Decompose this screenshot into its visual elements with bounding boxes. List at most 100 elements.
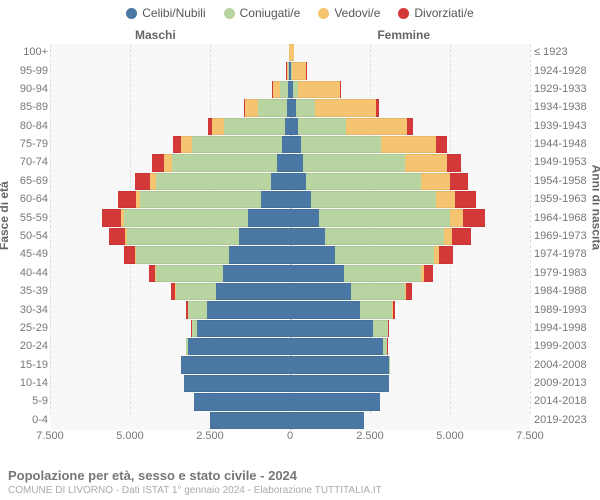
legend-label: Coniugati/e	[240, 6, 301, 20]
x-tick-label: 5.000	[116, 430, 144, 442]
segment-celibi	[290, 356, 389, 373]
segment-coniugati	[224, 118, 285, 135]
segment-celibi	[229, 246, 290, 263]
age-label: 20-24	[0, 340, 48, 352]
female-half	[290, 283, 530, 301]
segment-coniugati	[175, 283, 217, 300]
segment-coniugati	[172, 154, 278, 171]
segment-celibi	[207, 301, 290, 318]
segment-divorziati	[388, 320, 389, 337]
birth-year-label: 1999-2003	[534, 340, 600, 352]
male-half	[50, 191, 290, 209]
female-half	[290, 209, 530, 227]
segment-coniugati	[191, 320, 197, 337]
birth-year-label: 1964-1968	[534, 212, 600, 224]
x-tick-label: 2.500	[356, 430, 384, 442]
legend-swatch	[224, 8, 235, 19]
birth-year-label: 1994-1998	[534, 322, 600, 334]
segment-celibi	[282, 136, 290, 153]
female-half	[290, 191, 530, 209]
header-right: Femmine	[377, 28, 430, 42]
segment-vedovi	[381, 136, 435, 153]
female-half	[290, 173, 530, 191]
pyramid-row	[50, 301, 530, 319]
age-label: 0-4	[0, 414, 48, 426]
age-label: 25-29	[0, 322, 48, 334]
birth-year-label: 2014-2018	[534, 395, 600, 407]
legend-swatch	[398, 8, 409, 19]
segment-celibi	[290, 301, 360, 318]
birth-year-label: 1929-1933	[534, 83, 600, 95]
female-half	[290, 393, 530, 411]
female-half	[290, 44, 530, 62]
segment-divorziati	[171, 283, 174, 300]
segment-divorziati	[463, 209, 485, 226]
segment-celibi	[290, 412, 364, 429]
segment-coniugati	[319, 209, 450, 226]
birth-year-label: 2009-2013	[534, 377, 600, 389]
segment-divorziati	[135, 173, 149, 190]
birth-year-label: 1944-1948	[534, 138, 600, 150]
segment-divorziati	[452, 228, 471, 245]
female-half	[290, 62, 530, 80]
birth-year-label: ≤ 1923	[534, 46, 600, 58]
segment-celibi	[197, 320, 290, 337]
male-half	[50, 62, 290, 80]
segment-vedovi	[450, 209, 463, 226]
segment-celibi	[290, 118, 298, 135]
segment-coniugati	[335, 246, 434, 263]
female-half	[290, 301, 530, 319]
segment-coniugati	[124, 209, 249, 226]
segment-celibi	[290, 136, 301, 153]
legend-item: Vedovi/e	[318, 6, 380, 20]
segment-celibi	[184, 375, 290, 392]
pyramid-row	[50, 283, 530, 301]
segment-vedovi	[150, 173, 156, 190]
segment-coniugati	[136, 246, 229, 263]
female-half	[290, 375, 530, 393]
segment-divorziati	[244, 99, 246, 116]
male-half	[50, 81, 290, 99]
female-half	[290, 412, 530, 430]
birth-year-label: 2004-2008	[534, 359, 600, 371]
segment-coniugati	[140, 191, 262, 208]
male-half	[50, 393, 290, 411]
segment-celibi	[290, 393, 380, 410]
male-half	[50, 99, 290, 117]
female-half	[290, 265, 530, 283]
birth-year-label: 2019-2023	[534, 414, 600, 426]
segment-coniugati	[351, 283, 405, 300]
birth-year-label: 1924-1928	[534, 65, 600, 77]
age-label: 35-39	[0, 285, 48, 297]
male-half	[50, 356, 290, 374]
segment-divorziati	[436, 136, 447, 153]
segment-coniugati	[280, 81, 288, 98]
segment-vedovi	[181, 136, 192, 153]
x-axis: 7.5005.0002.50002.5005.0007.500	[50, 430, 530, 446]
pyramid-row	[50, 62, 530, 80]
female-half	[290, 320, 530, 338]
female-half	[290, 154, 530, 172]
x-tick-label: 5.000	[436, 430, 464, 442]
legend-swatch	[318, 8, 329, 19]
segment-celibi	[261, 191, 290, 208]
age-label: 50-54	[0, 230, 48, 242]
age-label: 45-49	[0, 248, 48, 260]
age-label: 75-79	[0, 138, 48, 150]
segment-coniugati	[344, 265, 421, 282]
segment-vedovi	[121, 209, 124, 226]
segment-divorziati	[393, 301, 396, 318]
male-half	[50, 412, 290, 430]
segment-coniugati	[127, 228, 239, 245]
male-half	[50, 265, 290, 283]
segment-coniugati	[188, 301, 207, 318]
pyramid-row	[50, 246, 530, 264]
male-half	[50, 228, 290, 246]
birth-year-label: 1974-1978	[534, 248, 600, 260]
segment-celibi	[223, 265, 290, 282]
segment-celibi	[194, 393, 290, 410]
age-label: 10-14	[0, 377, 48, 389]
legend-swatch	[126, 8, 137, 19]
pyramid-row	[50, 99, 530, 117]
pyramid-row	[50, 356, 530, 374]
